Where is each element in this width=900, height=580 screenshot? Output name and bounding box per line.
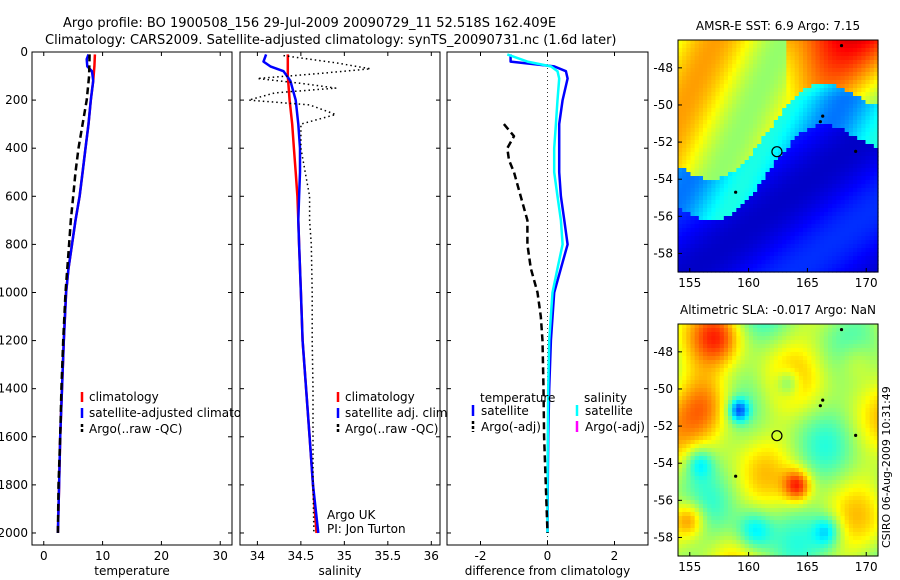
island-marker	[818, 404, 822, 408]
x-tick-label: 20	[154, 549, 169, 563]
legend-label: Argo(-adj)	[481, 420, 541, 434]
legend-label: satellite adj. clim.	[345, 406, 451, 420]
island-marker	[839, 327, 844, 332]
sla-map-panel: Altimetric SLA: -0.017 Argo: NaN 155 160 16…	[653, 303, 879, 574]
x-tick-label: 2	[611, 549, 619, 563]
argo-position-marker	[771, 146, 783, 158]
y-tick-label: 600	[5, 189, 28, 203]
x-tick-label: 0	[544, 549, 552, 563]
y-tick-label: 800	[5, 237, 28, 251]
map-x-tick-label: 170	[855, 276, 878, 290]
instrument-annotation: PI: Jon Turton	[327, 522, 406, 536]
map-y-tick-label: -54	[653, 456, 673, 470]
x-axis-label: salinity	[318, 564, 361, 578]
legend-label: Argo(..raw -QC)	[89, 422, 182, 436]
x-tick-label: 35.5	[374, 549, 401, 563]
map-y-tick-label: -48	[653, 345, 673, 359]
map-x-tick-label: 160	[737, 276, 760, 290]
x-tick-label: 34	[250, 549, 265, 563]
legend-group-title: temperature	[480, 391, 555, 405]
legend-label: satellite	[585, 404, 633, 418]
salinity-profile-panel: 34 34.5 35 35.5 36 salinity climatology satelli…	[239, 51, 451, 578]
map-raster	[678, 324, 879, 557]
x-tick-label: 36	[424, 549, 439, 563]
map-y-tick-label: -50	[653, 98, 673, 112]
argo-position-marker	[771, 430, 783, 442]
y-tick-label: 1400	[0, 382, 28, 396]
x-tick-label: 0	[40, 549, 48, 563]
figure-title-line1: Argo profile: BO 1900508_156 29-Jul-2009…	[63, 16, 556, 31]
map-x-tick-label: 160	[737, 560, 760, 574]
island-marker	[821, 114, 825, 118]
island-marker	[734, 474, 738, 478]
map-title: AMSR-E SST: 6.9 Argo: 7.15	[696, 19, 860, 33]
map-title: Altimetric SLA: -0.017 Argo: NaN	[680, 303, 876, 317]
y-tick-label: 1000	[0, 285, 28, 299]
map-y-tick-label: -54	[653, 172, 673, 186]
y-tick-label: 1200	[0, 334, 28, 348]
legend-label: Argo(..raw -QC)	[345, 422, 438, 436]
map-frame	[677, 39, 879, 273]
map-x-tick-label: 165	[796, 560, 819, 574]
y-tick-label: 1600	[0, 430, 28, 444]
island-marker	[821, 398, 825, 402]
map-y-tick-label: -56	[653, 493, 673, 507]
temperature-profile-panel: 0 10 20 30 0 200 400 600 800 1000 1200 1400 1600 1800…	[0, 45, 267, 578]
legend-label: Argo(-adj)	[585, 420, 645, 434]
sst-map-panel: AMSR-E SST: 6.9 Argo: 7.15 155 160 165 170 -4…	[653, 19, 879, 290]
series-line-satellite-adj-clim-	[262, 53, 320, 534]
map-x-tick-label: 155	[678, 276, 701, 290]
y-tick-label: 400	[5, 141, 28, 155]
map-y-tick-label: -58	[653, 530, 673, 544]
x-axis-label: temperature	[94, 564, 169, 578]
island-marker	[839, 43, 844, 48]
map-x-tick-label: 155	[678, 560, 701, 574]
y-tick-label: 0	[20, 45, 28, 59]
map-x-tick-label: 170	[855, 560, 878, 574]
map-y-tick-label: -56	[653, 209, 673, 223]
map-y-tick-label: -52	[653, 135, 673, 149]
map-y-tick-label: -48	[653, 61, 673, 75]
series-line-argo-raw-qc-	[247, 54, 372, 534]
plot-frame	[31, 51, 233, 546]
map-raster	[678, 40, 879, 273]
map-x-tick-label: 165	[796, 276, 819, 290]
series-line-salinity-satellite	[506, 53, 564, 533]
legend-label: climatology	[89, 390, 159, 404]
legend-group-title: salinity	[584, 391, 627, 405]
plot-frame	[239, 51, 441, 546]
map-y-tick-label: -50	[653, 382, 673, 396]
x-tick-label: 10	[95, 549, 110, 563]
x-tick-label: 35	[337, 549, 352, 563]
island-marker	[854, 149, 858, 153]
x-tick-label: -2	[475, 549, 487, 563]
map-frame	[677, 323, 879, 557]
figure-title-line2: Climatology: CARS2009. Satellite-adjuste…	[45, 33, 617, 48]
legend-label: climatology	[345, 390, 415, 404]
x-axis-label: difference from climatology	[465, 564, 631, 578]
y-tick-label: 2000	[0, 526, 28, 540]
series-line-argo-raw-qc-	[56, 54, 91, 534]
map-y-tick-label: -58	[653, 246, 673, 260]
legend-label: satellite-adjusted climatology	[89, 406, 267, 420]
y-tick-label: 1800	[0, 478, 28, 492]
x-tick-label: 30	[213, 549, 228, 563]
instrument-annotation: Argo UK	[327, 508, 376, 522]
island-marker	[818, 120, 822, 124]
map-y-tick-label: -52	[653, 419, 673, 433]
island-marker	[854, 433, 858, 437]
island-marker	[734, 190, 738, 194]
x-tick-label: 34.5	[288, 549, 315, 563]
legend-label: satellite	[481, 404, 529, 418]
series-line-temperature-argo-adj-	[502, 123, 549, 534]
side-timestamp-label: CSIRO 06-Aug-2009 10:31:49	[880, 386, 893, 548]
y-tick-label: 200	[5, 93, 28, 107]
